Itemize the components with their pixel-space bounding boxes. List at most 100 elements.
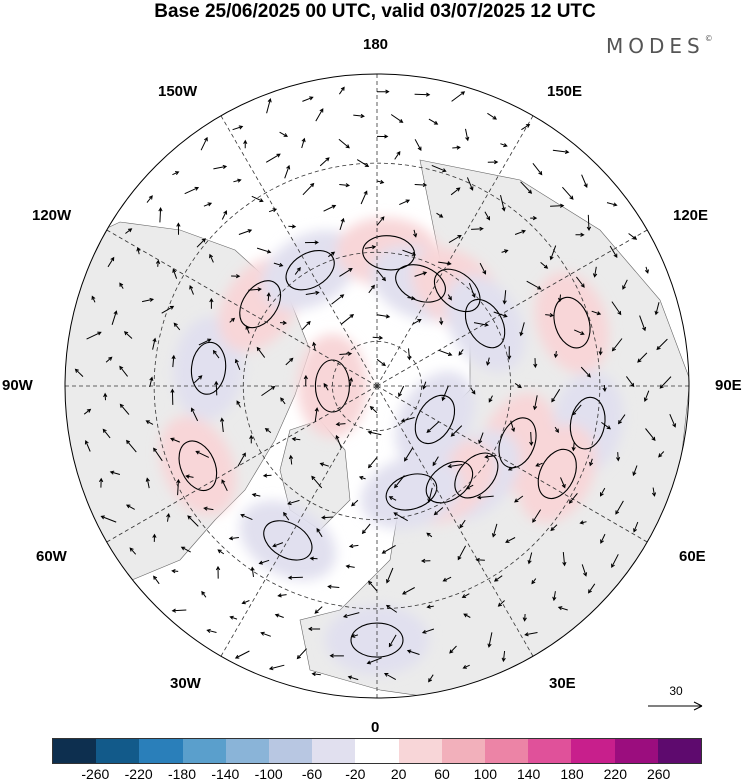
wind-arrow (383, 673, 397, 681)
wind-arrow (600, 487, 606, 497)
meridian-line (220, 115, 378, 387)
wind-arrow (473, 322, 489, 327)
wind-arrow (152, 337, 157, 350)
wind-arrow (368, 284, 375, 294)
wind-arrow (170, 437, 180, 443)
colorbar-cell (528, 739, 572, 763)
wind-arrow (312, 341, 317, 351)
wind-arrow (658, 451, 665, 458)
wind-arrow (376, 216, 385, 226)
wind-arrow (450, 187, 461, 196)
wind-arrow (171, 608, 187, 613)
wind-arrow (572, 404, 582, 416)
wind-arrow (145, 477, 150, 489)
wind-arrow (390, 114, 404, 123)
wind-arrow (414, 139, 422, 152)
wind-arrow (339, 183, 351, 188)
wind-arrow (591, 310, 602, 316)
meridian-line (376, 229, 648, 387)
wind-arrow (260, 631, 271, 637)
wind-arrow (203, 202, 213, 207)
wind-arrow (279, 320, 288, 325)
wind-arrow (176, 478, 181, 496)
wind-arrow (206, 628, 217, 633)
wind-arrow (158, 207, 163, 223)
wind-arrow (421, 628, 435, 634)
wind-arrow (589, 458, 594, 467)
anomaly-contour (425, 460, 474, 504)
wind-arrow (268, 208, 278, 213)
colorbar-cell (355, 739, 399, 763)
wind-arrow (484, 454, 497, 459)
wind-arrow (465, 484, 474, 490)
wind-arrow (367, 456, 378, 469)
modes-logo: MODES© (606, 34, 713, 58)
colorbar-cell (182, 739, 226, 763)
wind-arrow (233, 178, 242, 183)
wind-arrow (427, 487, 433, 504)
wind-arrow (388, 634, 397, 648)
wind-arrow (493, 311, 508, 318)
wind-arrow (258, 559, 270, 565)
wind-arrow (428, 674, 434, 683)
wind-arrow (372, 335, 384, 340)
wind-arrow (399, 199, 411, 206)
wind-arrow (249, 434, 254, 444)
wind-arrow (261, 386, 276, 397)
colorbar-cell (96, 739, 140, 763)
wind-arrow (461, 593, 470, 598)
colorbar-tick-label: 60 (434, 766, 450, 782)
wind-arrow (447, 294, 452, 301)
colorbar-cell (571, 739, 615, 763)
wind-arrow (407, 296, 416, 301)
wind-arrow (74, 368, 84, 377)
wind-arrow (484, 211, 491, 221)
anomaly-contour (239, 280, 282, 329)
wind-arrow (234, 358, 241, 370)
wind-arrow (581, 174, 588, 188)
wind-arrow (412, 318, 422, 325)
wind-arrow (256, 346, 266, 358)
wind-arrow (457, 545, 467, 561)
wind-arrow (288, 454, 294, 465)
wind-arrow (586, 214, 592, 232)
wind-arrow (611, 338, 623, 352)
colorbar (52, 738, 702, 764)
wind-arrow (571, 442, 576, 452)
wind-arrow (180, 546, 191, 553)
wind-arrow (215, 565, 221, 579)
wind-arrow (560, 477, 566, 489)
wind-arrow (451, 91, 466, 102)
wind-arrow (458, 349, 464, 356)
wind-arrow (622, 279, 628, 290)
wind-arrow (229, 317, 236, 323)
wind-arrow (414, 182, 428, 188)
wind-arrow (350, 633, 359, 638)
colorbar-tick-label: -20 (345, 766, 366, 782)
wind-arrow (493, 575, 503, 582)
wind-arrow (339, 351, 353, 356)
wind-arrow (433, 507, 444, 516)
wind-arrow (576, 276, 585, 288)
wind-arrow (531, 578, 537, 585)
wind-arrow (155, 259, 161, 267)
wind-arrow (432, 456, 439, 467)
wind-arrow (302, 182, 315, 196)
label-150e: 150E (547, 83, 583, 100)
wind-arrow (532, 509, 542, 523)
wind-arrow (319, 157, 330, 167)
label-180: 180 (363, 36, 389, 53)
wind-arrow (428, 118, 439, 125)
wind-arrow (602, 384, 607, 393)
wind-arrow (328, 251, 336, 258)
wind-arrow (228, 536, 239, 541)
wind-arrow (554, 426, 559, 434)
wind-arrow (438, 349, 453, 356)
wind-arrow (305, 290, 320, 295)
wind-arrow (514, 229, 526, 235)
colorbar-tick-label: -180 (167, 766, 197, 782)
wind-arrow (153, 575, 160, 585)
wind-arrow (514, 382, 522, 389)
wind-arrow (196, 238, 206, 248)
wind-arrow (314, 407, 319, 422)
